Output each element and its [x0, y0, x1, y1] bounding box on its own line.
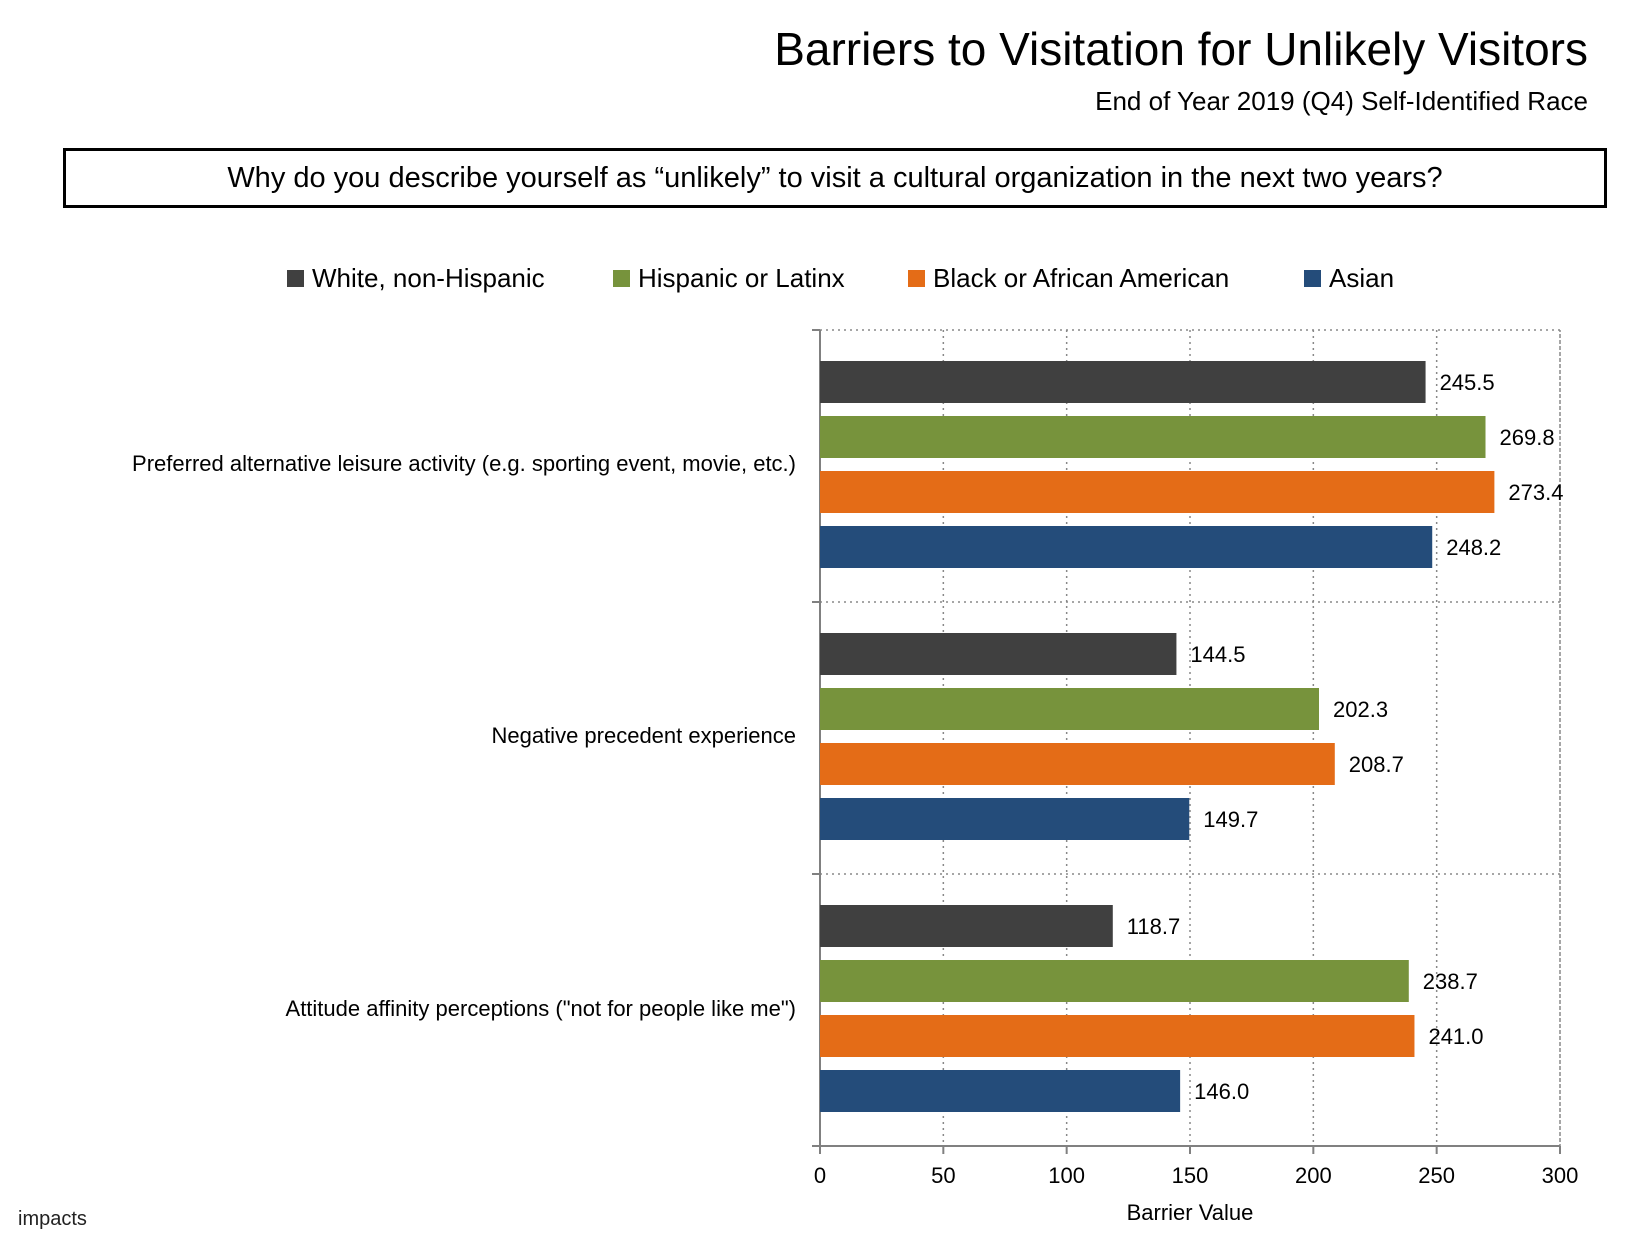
category-label-leisure: Preferred alternative leisure activity (…: [132, 451, 796, 476]
legend-label-white: White, non-Hispanic: [312, 262, 545, 293]
question-text: Why do you describe yourself as “unlikel…: [227, 161, 1443, 194]
data-label: 245.5: [1440, 370, 1495, 395]
bar: [820, 688, 1320, 730]
legend-item-asian: Asian: [1304, 262, 1394, 294]
legend-label-black: Black or African American: [933, 262, 1230, 293]
category-label-negative-experience: Negative precedent experience: [491, 723, 796, 748]
chart-subtitle: End of Year 2019 (Q4) Self-Identified Ra…: [1095, 86, 1588, 116]
legend-item-black: Black or African American: [908, 262, 1229, 294]
impacts-logo: impacts: [18, 1208, 87, 1230]
category-label-attitude-affinity: Attitude affinity perceptions ("not for …: [285, 996, 796, 1021]
x-tick-label: 50: [931, 1163, 955, 1188]
bar: [820, 1015, 1415, 1057]
bar: [820, 526, 1433, 568]
data-label: 273.4: [1508, 480, 1563, 505]
data-label: 248.2: [1446, 535, 1501, 560]
legend-label-hispanic: Hispanic or Latinx: [638, 262, 845, 293]
x-tick-label: 250: [1418, 1163, 1455, 1188]
legend-item-hispanic: Hispanic or Latinx: [613, 262, 845, 294]
legend-label-asian: Asian: [1329, 262, 1395, 293]
data-label: 149.7: [1203, 807, 1258, 832]
legend-swatch-asian: [1304, 269, 1321, 287]
legend-item-white: White, non-Hispanic: [287, 262, 545, 294]
data-label: 208.7: [1349, 752, 1404, 777]
question-box: Why do you describe yourself as “unlikel…: [63, 148, 1607, 208]
x-tick-label: 0: [814, 1163, 826, 1188]
bar: [820, 416, 1486, 458]
bar: [820, 905, 1113, 947]
data-label: 238.7: [1423, 969, 1478, 994]
data-label: 144.5: [1190, 642, 1245, 667]
bar: [820, 1070, 1181, 1112]
data-label: 146.0: [1194, 1079, 1249, 1104]
x-axis-title: Barrier Value: [1127, 1200, 1254, 1225]
legend-swatch-white: [287, 269, 304, 287]
legend-swatch-black: [908, 269, 925, 287]
data-label: 202.3: [1333, 697, 1388, 722]
x-tick-label: 150: [1172, 1163, 1209, 1188]
data-label: 118.7: [1127, 914, 1180, 939]
data-label: 269.8: [1500, 425, 1555, 450]
bar: [820, 633, 1177, 675]
bar: [820, 798, 1190, 840]
x-tick-label: 200: [1295, 1163, 1332, 1188]
legend-swatch-hispanic: [613, 269, 630, 287]
bar: [820, 361, 1426, 403]
bar: [820, 960, 1409, 1002]
legend: White, non-Hispanic Hispanic or Latinx B…: [0, 262, 1646, 294]
data-label: 241.0: [1428, 1024, 1483, 1049]
bar: [820, 743, 1335, 785]
bar: [820, 471, 1495, 513]
chart-title: Barriers to Visitation for Unlikely Visi…: [774, 23, 1588, 75]
x-tick-label: 100: [1048, 1163, 1085, 1188]
x-tick-label: 300: [1542, 1163, 1579, 1188]
